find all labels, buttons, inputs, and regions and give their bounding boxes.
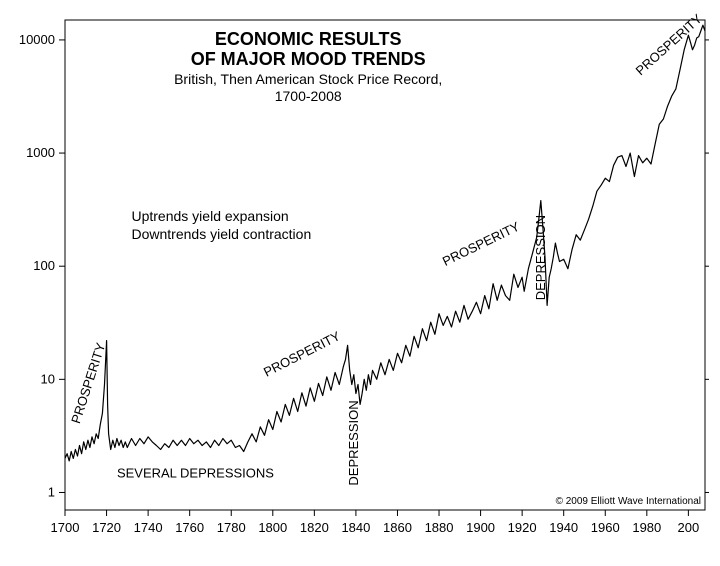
- x-tick-label: 1800: [258, 520, 287, 535]
- y-tick-label: 100: [33, 258, 55, 273]
- x-tick-label: 1880: [425, 520, 454, 535]
- x-tick-label: 1980: [632, 520, 661, 535]
- chart-title-line2: OF MAJOR MOOD TRENDS: [191, 49, 426, 69]
- x-tick-label: 1900: [466, 520, 495, 535]
- x-tick-label: 1720: [92, 520, 121, 535]
- x-tick-label: 1780: [217, 520, 246, 535]
- y-tick-label: 1: [48, 484, 55, 499]
- x-tick-label: 1840: [341, 520, 370, 535]
- copyright-text: © 2009 Elliott Wave International: [556, 496, 701, 507]
- annotation-label: SEVERAL DEPRESSIONS: [117, 466, 274, 481]
- x-tick-label: 1740: [134, 520, 163, 535]
- chart-title-line1: ECONOMIC RESULTS: [215, 29, 402, 49]
- annotation-label: PROSPERITY: [261, 328, 343, 380]
- price-line: [65, 25, 705, 461]
- annotation-label: DEPRESSION: [346, 400, 361, 485]
- y-tick-label: 1000: [26, 145, 55, 160]
- body-text-line1: Uptrends yield expansion: [131, 208, 288, 224]
- x-tick-label: 1820: [300, 520, 329, 535]
- x-tick-label: 1860: [383, 520, 412, 535]
- plot-border: [65, 20, 705, 510]
- annotation-label: DEPRESSION: [533, 215, 548, 300]
- chart-subtitle-line2: 1700-2008: [275, 88, 342, 104]
- stock-price-chart: 1 10 100 1000 10000 1700 1720 1740 1760 1780 1800 1…: [0, 0, 720, 566]
- body-text-line2: Downtrends yield contraction: [131, 226, 311, 242]
- x-tick-label: 1920: [508, 520, 537, 535]
- y-tick-label: 10000: [19, 32, 55, 47]
- x-tick-label: 200: [678, 520, 700, 535]
- x-tick-label: 1760: [175, 520, 204, 535]
- y-tick-label: 10: [41, 371, 55, 386]
- annotation-label: PROSPERITY: [440, 219, 522, 269]
- x-tick-label: 1940: [549, 520, 578, 535]
- x-tick-label: 1700: [51, 520, 80, 535]
- x-tick-label: 1960: [591, 520, 620, 535]
- chart-subtitle-line1: British, Then American Stock Price Recor…: [174, 71, 442, 87]
- chart-svg: 1 10 100 1000 10000 1700 1720 1740 1760 1780 1800 1…: [0, 0, 720, 566]
